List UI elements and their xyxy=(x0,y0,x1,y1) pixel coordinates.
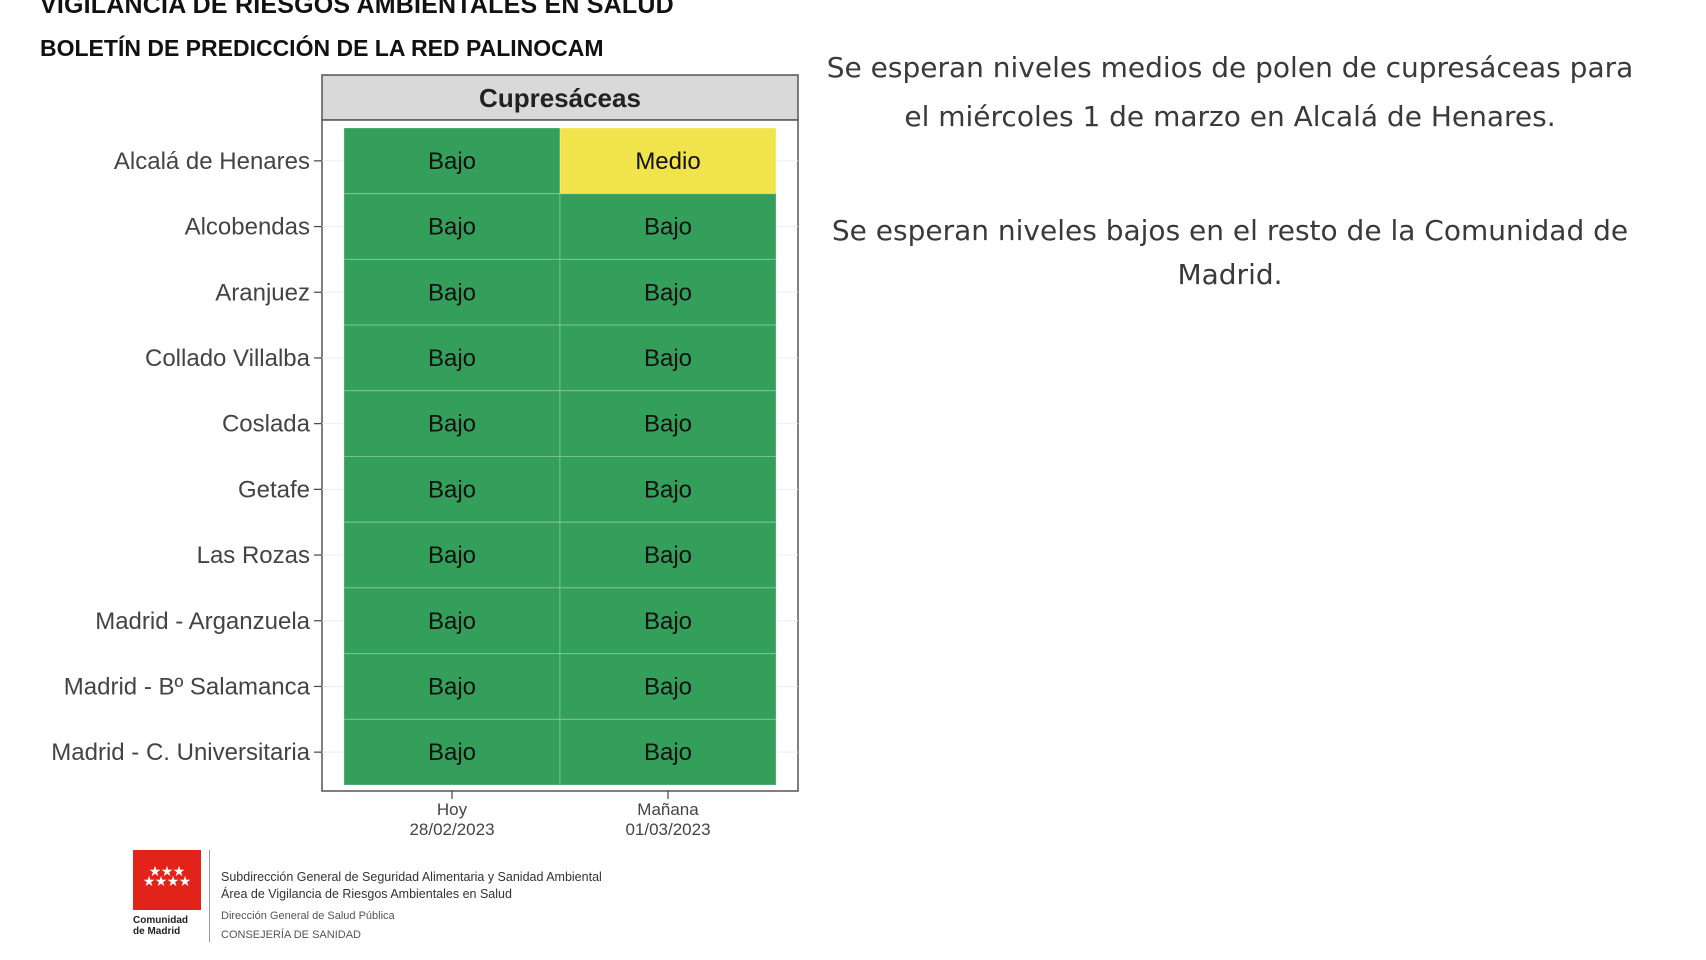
x-tick-label: Hoy xyxy=(437,800,468,819)
cell-label: Bajo xyxy=(428,214,476,241)
cell-label: Bajo xyxy=(428,608,476,635)
heatmap-cell xyxy=(343,587,561,655)
x-tick-date: 01/03/2023 xyxy=(625,820,710,839)
row-label: Getafe xyxy=(238,476,310,503)
heatmap-cell xyxy=(559,718,777,786)
footer-line-2: Área de Vigilancia de Riesgos Ambientale… xyxy=(221,887,512,901)
footer-line-4: CONSEJERÍA DE SANIDAD xyxy=(221,929,361,941)
cell-label: Bajo xyxy=(644,673,692,700)
row-label: Coslada xyxy=(222,411,311,438)
heatmap-cell xyxy=(343,258,561,326)
heatmap-cell xyxy=(559,258,777,326)
row-label: Collado Villalba xyxy=(145,345,311,372)
cell-label: Medio xyxy=(635,148,700,175)
panel-header xyxy=(321,74,799,121)
heatmap-cell xyxy=(343,193,561,260)
footer-separator xyxy=(209,850,210,942)
heatmap-cell xyxy=(343,718,561,786)
cell-label: Bajo xyxy=(428,739,476,766)
cell-label: Bajo xyxy=(644,476,692,503)
heatmap-cell xyxy=(343,653,561,720)
row-label: Aranjuez xyxy=(215,279,310,306)
logo-label: Comunidad de Madrid xyxy=(133,915,188,937)
cell-label: Bajo xyxy=(428,673,476,700)
cell-label: Bajo xyxy=(428,148,476,175)
cell-label: Bajo xyxy=(644,279,692,306)
svg-text:★: ★ xyxy=(179,874,192,890)
heatmap-cell xyxy=(559,390,777,457)
svg-text:★: ★ xyxy=(149,864,162,880)
row-label: Madrid - Arganzuela xyxy=(95,608,310,635)
heatmap-cell xyxy=(343,127,561,195)
cell-label: Bajo xyxy=(644,214,692,241)
heatmap-cell xyxy=(559,521,777,589)
row-label: Madrid - C. Universitaria xyxy=(51,739,310,766)
heatmap-cell xyxy=(343,521,561,589)
footer-line-3: Dirección General de Salud Pública xyxy=(221,910,395,922)
heatmap-cell xyxy=(559,653,777,720)
x-tick-label: Mañana xyxy=(637,800,699,819)
heatmap-cell xyxy=(343,324,561,392)
cell-label: Bajo xyxy=(644,411,692,438)
row-label: Alcalá de Henares xyxy=(114,148,310,175)
forecast-message-medium: Se esperan niveles medios de polen de cu… xyxy=(826,51,1634,133)
heatmap-cell xyxy=(559,127,777,195)
svg-text:★: ★ xyxy=(155,874,168,890)
cell-label: Bajo xyxy=(428,345,476,372)
cell-label: Bajo xyxy=(644,739,692,766)
cell-label: Bajo xyxy=(644,345,692,372)
heatmap-cell xyxy=(559,587,777,655)
bulletin-title: VIGILANCIA DE RIESGOS AMBIENTALES EN SAL… xyxy=(40,0,674,19)
heatmap-cell xyxy=(343,390,561,457)
svg-text:★: ★ xyxy=(167,874,180,890)
pollen-heatmap-chart: Cupresáceas Alcalá de Henares Bajo Medio Alc… xyxy=(51,74,799,839)
cell-label: Bajo xyxy=(428,279,476,306)
heatmap-cell xyxy=(559,456,777,523)
svg-text:★: ★ xyxy=(161,864,174,880)
cell-label: Bajo xyxy=(428,411,476,438)
stars-icon: ★ ★ ★ ★ ★ ★ ★ xyxy=(143,864,192,890)
comunidad-madrid-logo: ★ ★ ★ ★ ★ ★ ★ xyxy=(133,850,201,910)
svg-text:★: ★ xyxy=(143,874,156,890)
bulletin-subtitle: BOLETÍN DE PREDICCIÓN DE LA RED PALINOCA… xyxy=(40,35,604,61)
heatmap-cell xyxy=(559,193,777,260)
footer-line-1: Subdirección General de Seguridad Alimen… xyxy=(221,870,602,884)
row-label: Madrid - Bº Salamanca xyxy=(64,673,311,700)
svg-text:★: ★ xyxy=(173,864,186,880)
forecast-message-low: Se esperan niveles bajos en el resto de … xyxy=(831,214,1629,291)
panel-title: Cupresáceas xyxy=(479,83,641,113)
cell-label: Bajo xyxy=(428,542,476,569)
cell-label: Bajo xyxy=(428,476,476,503)
heatmap-cell xyxy=(559,324,777,392)
row-label: Las Rozas xyxy=(197,542,310,569)
cell-label: Bajo xyxy=(644,542,692,569)
x-tick-date: 28/02/2023 xyxy=(409,820,494,839)
row-label: Alcobendas xyxy=(185,214,310,241)
cell-label: Bajo xyxy=(644,608,692,635)
